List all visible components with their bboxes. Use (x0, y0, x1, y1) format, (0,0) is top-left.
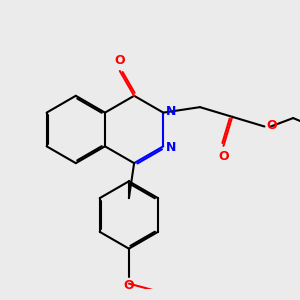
Text: O: O (267, 119, 277, 132)
Text: N: N (166, 141, 176, 154)
Text: N: N (166, 105, 176, 118)
Text: O: O (124, 279, 134, 292)
Text: O: O (115, 54, 125, 67)
Text: O: O (218, 149, 229, 163)
